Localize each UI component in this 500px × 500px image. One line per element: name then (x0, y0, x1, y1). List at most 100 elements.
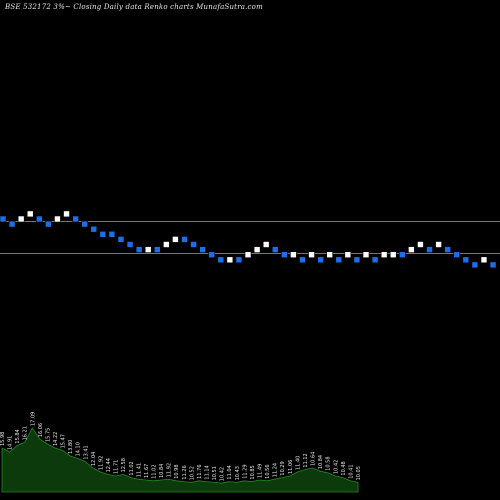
volume-label: 15.47 (61, 434, 67, 448)
renko-brick (90, 225, 98, 233)
volume-label: 11.76 (197, 464, 203, 478)
renko-brick (380, 251, 388, 258)
volume-label: 11.29 (242, 464, 248, 478)
volume-label: 10.64 (311, 452, 317, 466)
renko-brick (344, 251, 352, 258)
volume-label: 10.98 (174, 464, 180, 478)
renko-brick (426, 246, 433, 253)
renko-brick (117, 236, 125, 243)
renko-brick (99, 231, 107, 238)
renko-brick (108, 231, 116, 238)
volume-label: 16.21 (23, 426, 29, 440)
renko-brick (72, 215, 79, 223)
renko-brick (0, 215, 7, 223)
volume-label: 11.14 (205, 465, 211, 479)
renko-brick (271, 246, 279, 253)
renko-brick (190, 241, 197, 248)
renko-brick (8, 220, 16, 228)
volume-label: 12.44 (106, 458, 112, 472)
volume-label: 11.06 (288, 460, 294, 474)
renko-brick (489, 261, 497, 269)
volume-label: 10.42 (220, 467, 226, 481)
renko-brick (444, 246, 451, 253)
volume-label: 16.06 (38, 423, 44, 437)
volume-area (1, 427, 359, 493)
volume-label: 11.40 (295, 456, 301, 470)
volume-label: 10.51 (212, 466, 218, 480)
volume-label: 11.92 (98, 456, 104, 470)
volume-label: 10.84 (159, 464, 165, 478)
volume-label: 11.92 (167, 463, 173, 477)
renko-brick (290, 251, 297, 258)
volume-label: 11.49 (258, 464, 264, 478)
renko-brick (144, 246, 152, 253)
renko-brick (281, 251, 288, 258)
volume-label: 14.91 (8, 436, 14, 450)
volume-label: 14.10 (76, 442, 82, 456)
renko-brick (398, 251, 406, 258)
renko-brick (408, 246, 415, 253)
volume-label: 10.29 (280, 461, 286, 475)
renko-brick (335, 256, 343, 264)
volume-label: 11.04 (227, 465, 233, 479)
volume-label: 11.12 (303, 453, 309, 467)
renko-brick (462, 256, 470, 264)
volume-label: 15.98 (0, 432, 6, 446)
renko-brick (163, 241, 170, 248)
volume-label: 10.58 (326, 456, 332, 470)
renko-brick (235, 256, 243, 264)
chart-title: BSE 532172 3%~ Closing Daily data Renko … (5, 3, 263, 11)
renko-brick (453, 251, 461, 258)
renko-brick (126, 241, 134, 248)
volume-label: 10.05 (356, 466, 362, 480)
renko-brick (135, 246, 143, 253)
renko-brick (17, 215, 25, 223)
volume-label: 10.43 (235, 466, 241, 480)
volume-label: 13.80 (68, 440, 74, 454)
renko-brick (208, 251, 216, 258)
volume-label: 10.85 (250, 465, 256, 479)
renko-brick (54, 215, 61, 223)
renko-brick (371, 256, 379, 264)
renko-brick (326, 251, 334, 258)
renko-brick (244, 251, 252, 258)
volume-label: 10.42 (333, 460, 339, 474)
volume-label: 15.84 (15, 429, 21, 443)
volume-label: 13.41 (83, 445, 89, 459)
volume-label: 10.56 (265, 464, 271, 478)
renko-brick (226, 256, 234, 264)
volume-label: 11.24 (273, 463, 279, 477)
volume-label: 11.71 (114, 460, 120, 474)
renko-brick (217, 256, 225, 264)
renko-brick (172, 236, 179, 243)
renko-brick (45, 220, 52, 228)
volume-label: 17.09 (30, 412, 36, 426)
renko-brick (26, 210, 34, 218)
volume-label: 11.02 (151, 464, 157, 478)
renko-brick (299, 256, 306, 264)
renko-brick (199, 246, 206, 253)
volume-label: 11.26 (182, 465, 188, 479)
renko-brick (181, 236, 188, 243)
renko-brick (308, 251, 315, 258)
renko-brick (35, 215, 43, 223)
renko-brick (362, 251, 370, 258)
volume-label: 12.04 (91, 452, 97, 466)
renko-brick (317, 256, 324, 264)
renko-brick (153, 246, 161, 253)
renko-brick (253, 246, 261, 253)
renko-brick (63, 210, 70, 218)
renko-brick (480, 256, 488, 264)
renko-brick (389, 251, 397, 258)
volume-label: 14.22 (53, 432, 59, 446)
volume-label: 10.48 (341, 461, 347, 475)
volume-label: 11.41 (136, 463, 142, 477)
renko-brick (262, 241, 270, 248)
renko-brick (81, 220, 88, 228)
volume-label: 11.02 (129, 461, 135, 475)
renko-brick (417, 241, 424, 248)
volume-label: 10.41 (348, 464, 354, 478)
renko-brick (435, 241, 442, 248)
volume-label: 15.75 (45, 428, 51, 442)
